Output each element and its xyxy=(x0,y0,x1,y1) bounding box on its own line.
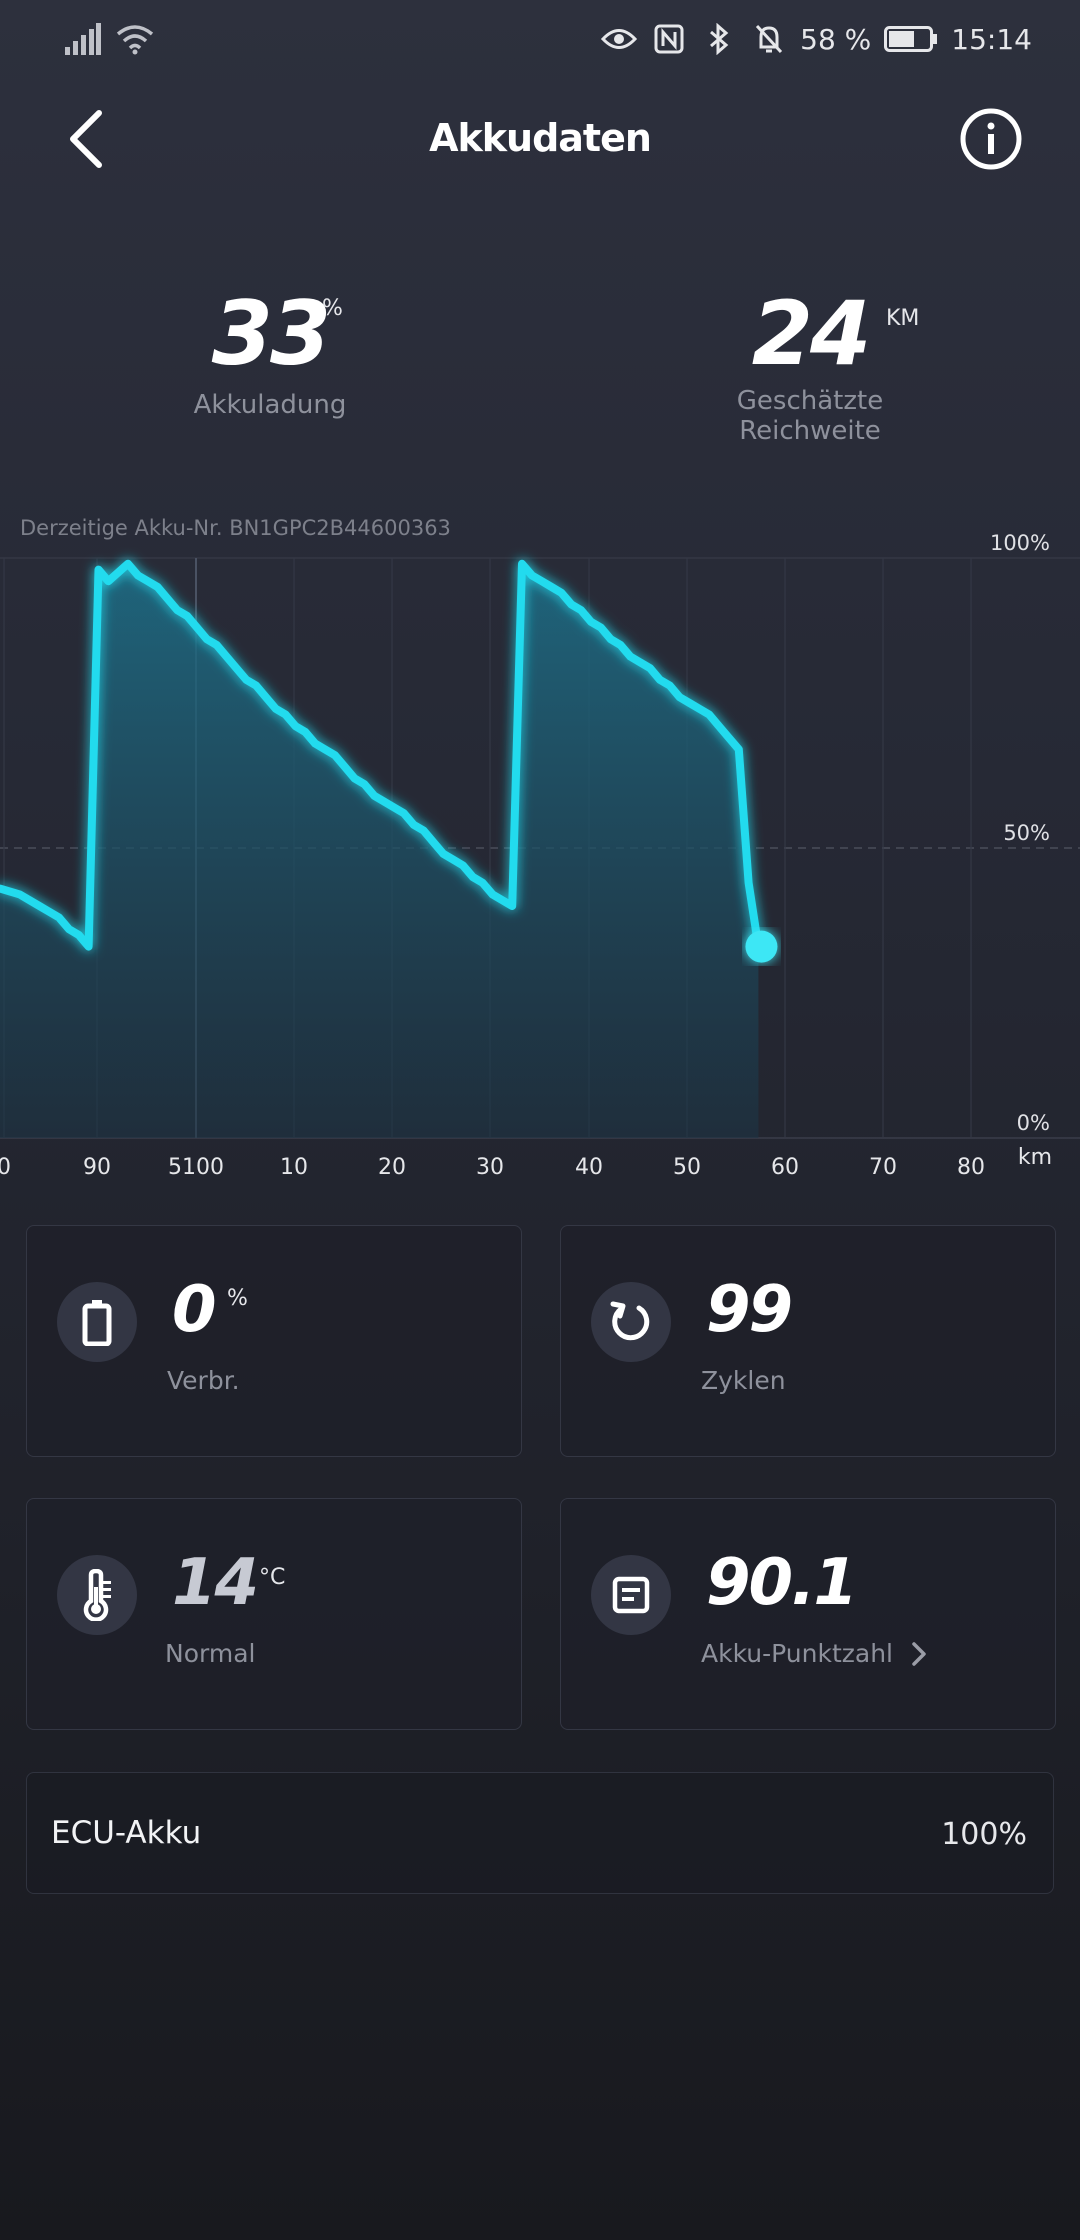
x-tick-label: 30 xyxy=(476,1155,504,1180)
chart-line xyxy=(0,559,778,963)
battery-chart: 100% 50% 0% 0 90 5100 10 20 30 40 50 60 70 80 km xyxy=(0,531,1080,1180)
temperature-label: Normal xyxy=(165,1639,256,1668)
temperature-card: 14 °C Normal xyxy=(26,1498,522,1730)
battery-icon xyxy=(883,20,939,58)
battery-percent: 58 % xyxy=(800,22,872,56)
y-axis-labels: 100% 50% 0% xyxy=(990,531,1050,1135)
series-line xyxy=(0,559,763,951)
x-tick-label: 80 xyxy=(957,1155,985,1180)
bluetooth-icon xyxy=(700,20,738,58)
thermometer-icon xyxy=(57,1555,137,1635)
ecu-label: ECU-Akku xyxy=(51,1815,202,1851)
x-tick-label: 50 xyxy=(673,1155,701,1180)
battery-icon xyxy=(57,1282,137,1362)
eye-icon xyxy=(600,20,638,58)
signal-icon xyxy=(64,20,102,58)
info-button[interactable] xyxy=(958,106,1024,172)
refresh-icon xyxy=(591,1282,671,1362)
wifi-icon xyxy=(116,20,154,58)
range-label: Geschätzte Reichweite xyxy=(736,386,884,446)
cycles-label: Zyklen xyxy=(701,1366,786,1395)
consumption-card: 0 % Verbr. xyxy=(26,1225,522,1457)
status-time: 15:14 xyxy=(951,22,1032,56)
consumption-unit: % xyxy=(227,1286,248,1311)
document-icon xyxy=(591,1555,671,1635)
x-axis-unit: km xyxy=(1018,1145,1052,1170)
status-left xyxy=(64,20,154,58)
score-label: Akku-Punktzahl xyxy=(701,1639,893,1668)
chart-area xyxy=(0,563,759,1138)
y-tick-label: 50% xyxy=(1003,821,1050,845)
ecu-battery-row: ECU-Akku 100% xyxy=(26,1772,1054,1894)
info-icon xyxy=(960,108,1022,170)
x-tick-label: 90 xyxy=(83,1155,111,1180)
y-tick-label: 0% xyxy=(1017,1111,1050,1135)
score-label-row: Akku-Punktzahl xyxy=(701,1639,927,1668)
header: Akkudaten xyxy=(0,84,1080,194)
x-axis-labels: 0 90 5100 10 20 30 40 50 60 70 80 xyxy=(0,1155,985,1180)
cycles-card: 99 Zyklen xyxy=(560,1225,1056,1457)
back-button[interactable] xyxy=(52,104,122,174)
charge-value: 33 xyxy=(211,282,331,385)
x-tick-label: 70 xyxy=(869,1155,897,1180)
status-right: 58 % 15:14 xyxy=(600,20,1032,58)
charge-unit: % xyxy=(322,296,343,321)
summary-stats: 33 % Akkuladung 24 KM Geschätzte Reichwe… xyxy=(0,290,1080,450)
x-tick-label: 40 xyxy=(575,1155,603,1180)
y-tick-label: 100% xyxy=(990,531,1050,555)
ecu-value: 100% xyxy=(941,1817,1027,1852)
x-tick-label: 5100 xyxy=(168,1155,224,1180)
x-tick-label: 10 xyxy=(280,1155,308,1180)
range-unit: KM xyxy=(886,306,920,331)
x-tick-label: 20 xyxy=(378,1155,406,1180)
charge-label: Akkuladung xyxy=(193,390,347,420)
current-point xyxy=(745,930,778,963)
x-tick-label: 60 xyxy=(771,1155,799,1180)
range-value: 24 xyxy=(751,282,871,385)
temperature-unit: °C xyxy=(259,1565,286,1590)
area-fill xyxy=(0,563,759,1138)
score-value: 90.1 xyxy=(706,1546,858,1620)
page-title: Akkudaten xyxy=(429,116,652,160)
mute-icon xyxy=(750,20,788,58)
battery-number: Derzeitige Akku-Nr. BN1GPC2B44600363 xyxy=(20,516,451,540)
chevron-left-icon xyxy=(70,110,102,168)
consumption-value: 0 xyxy=(172,1273,217,1347)
temperature-value: 14 xyxy=(172,1546,259,1620)
chevron-right-icon xyxy=(912,1641,926,1666)
nfc-icon xyxy=(650,20,688,58)
charge-stat: 33 % Akkuladung xyxy=(150,282,390,421)
x-tick-label: 0 xyxy=(0,1155,11,1180)
score-card[interactable]: 90.1 Akku-Punktzahl xyxy=(560,1498,1056,1730)
consumption-label: Verbr. xyxy=(167,1366,240,1395)
range-stat: 24 KM Geschätzte Reichweite xyxy=(680,282,940,447)
status-bar: 58 % 15:14 xyxy=(0,0,1080,84)
cycles-value: 99 xyxy=(706,1273,793,1347)
